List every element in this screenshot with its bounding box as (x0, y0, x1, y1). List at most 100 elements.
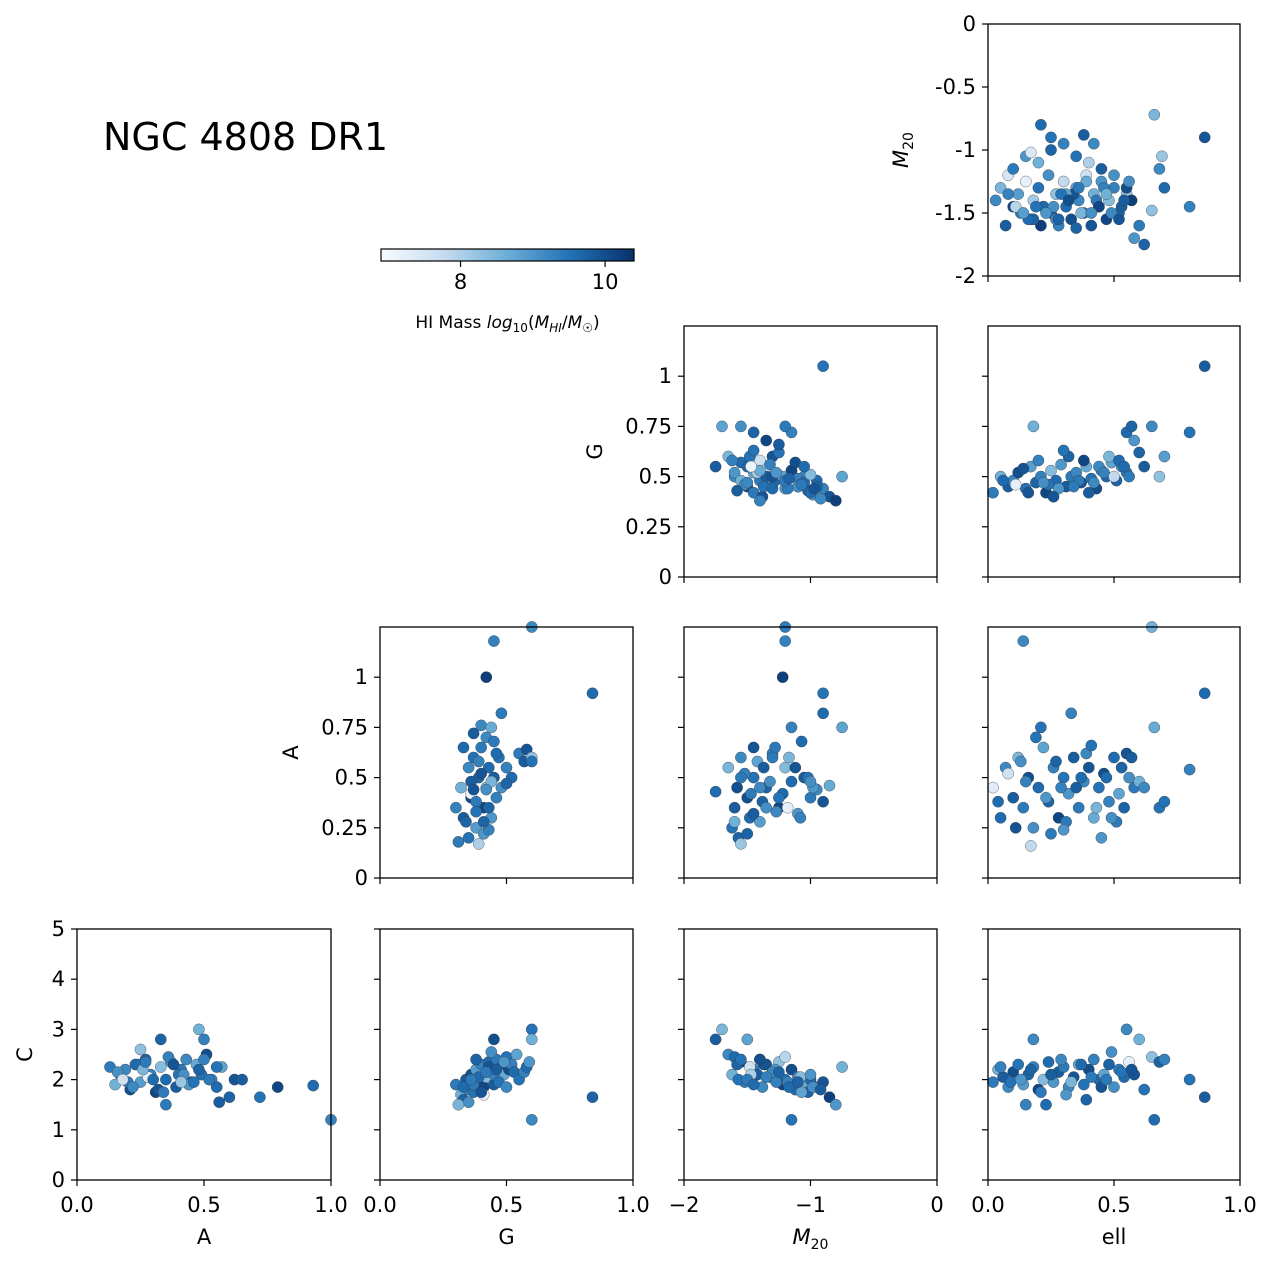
y-tick-label: 0.75 (625, 414, 672, 438)
scatter-point (1093, 781, 1105, 794)
x-tick-label: 0.5 (187, 1193, 220, 1217)
scatter-point (783, 751, 795, 764)
scatter-point (1115, 1066, 1128, 1078)
x-tick-label: 1.0 (1223, 1193, 1256, 1217)
scatter-point (490, 747, 503, 760)
scatter-point (1065, 707, 1077, 720)
scatter-point (477, 816, 490, 828)
scatter-point (1088, 476, 1100, 489)
scatter-point (472, 838, 485, 850)
scatter-point (1037, 476, 1050, 489)
scatter-point (1062, 194, 1075, 207)
scatter-point (987, 486, 999, 499)
scatter-point (472, 755, 485, 768)
scatter-point (480, 1066, 493, 1078)
scatter-point (1057, 771, 1070, 784)
scatter-point (236, 1073, 248, 1086)
scatter-points (709, 621, 848, 850)
scatter-point (770, 466, 783, 479)
panel-c-vs-m20: −2 −1 0 M20 (669, 928, 944, 1253)
scatter-point (1118, 460, 1130, 473)
scatter-point (450, 801, 462, 814)
scatter-point (709, 785, 722, 798)
scatter-point (709, 1033, 722, 1046)
scatter-point (760, 801, 772, 814)
scatter-point (754, 1053, 766, 1066)
scatter-point (1055, 1053, 1067, 1066)
y-tick-label: 4 (52, 967, 65, 991)
scatter-point (1088, 812, 1100, 824)
scatter-point (1088, 137, 1100, 150)
scatter-point (1017, 462, 1030, 475)
scatter-point (716, 420, 728, 433)
scatter-point (989, 194, 1002, 207)
scatter-points (450, 1023, 599, 1126)
scatter-points (104, 1023, 337, 1126)
scatter-point (747, 741, 760, 754)
scatter-point (160, 1073, 172, 1086)
scatter-point (1100, 771, 1113, 784)
scatter-point (1040, 207, 1052, 219)
scatter-point (1045, 464, 1057, 477)
scatter-point (1113, 787, 1125, 800)
scatter-point (1020, 1098, 1032, 1111)
scatter-point (147, 1073, 159, 1086)
scatter-point (773, 791, 785, 804)
y-tick-label: 2 (52, 1068, 65, 1092)
scatter-point (1078, 454, 1090, 467)
scatter-point (1133, 446, 1145, 459)
scatter-point (1183, 1073, 1196, 1086)
scatter-point (180, 1053, 192, 1066)
scatter-point (728, 801, 741, 814)
scatter-point (193, 1023, 205, 1036)
scatter-matrix: 0-0.5-1-1.5-2M2000.250.50.751G00.250.50.… (13, 12, 1257, 1253)
scatter-point (785, 1114, 798, 1126)
scatter-point (1095, 163, 1108, 175)
scatter-point (1108, 751, 1120, 764)
scatter-point (1032, 781, 1045, 794)
scatter-point (1035, 119, 1047, 131)
scatter-point (1042, 1056, 1055, 1068)
scatter-point (1148, 721, 1161, 734)
panel-m20-vs-ell: 0 -0.5 -1 -1.5 -2 M20 (889, 12, 1241, 288)
scatter-point (747, 444, 760, 457)
scatter-point (747, 1078, 760, 1091)
scatter-point (175, 1076, 187, 1088)
scatter-point (773, 1066, 785, 1078)
scatter-point (804, 1068, 817, 1081)
scatter-point (987, 1076, 999, 1088)
scatter-point (781, 801, 794, 814)
scatter-point (1198, 1091, 1211, 1103)
scatter-point (475, 719, 487, 732)
scatter-point (745, 460, 757, 473)
scatter-point (836, 1061, 848, 1073)
y-tick-label: -1 (955, 138, 976, 162)
scatter-point (1065, 1076, 1077, 1088)
scatter-point (735, 771, 747, 784)
scatter-point (1133, 1033, 1145, 1046)
scatter-point (167, 1058, 180, 1071)
scatter-point (1025, 840, 1037, 852)
scatter-point (1080, 1093, 1093, 1106)
scatter-point (1118, 801, 1130, 814)
scatter-point (1138, 460, 1150, 473)
scatter-point (467, 727, 480, 740)
scatter-point (1113, 213, 1125, 226)
scatter-point (814, 492, 827, 505)
scatter-point (155, 1033, 167, 1046)
scatter-point (1012, 188, 1024, 200)
scatter-point (776, 671, 789, 683)
scatter-point (741, 828, 754, 840)
scatter-point (1060, 1088, 1072, 1101)
x-tick-label: −2 (669, 1193, 700, 1217)
panel-a-vs-m20 (678, 621, 938, 884)
y-tick-label: -2 (955, 264, 976, 288)
panel-c-vs-ell: 0.0 0.5 1.0 ell (971, 928, 1257, 1249)
scatter-point (726, 454, 738, 467)
scatter-point (500, 761, 513, 774)
scatter-point (1035, 721, 1047, 734)
scatter-point (1067, 480, 1080, 493)
axes-frame (379, 626, 634, 879)
scatter-point (462, 761, 475, 774)
scatter-point (1103, 450, 1115, 463)
